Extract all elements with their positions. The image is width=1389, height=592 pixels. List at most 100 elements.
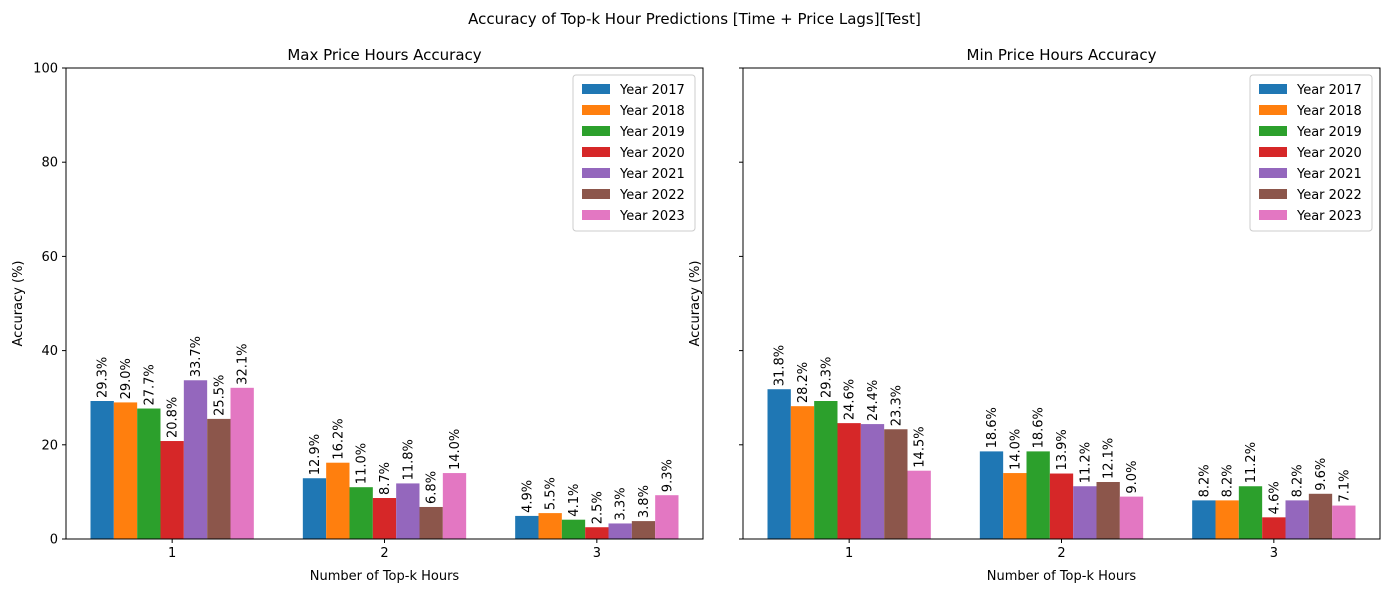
y-tick-label: 100: [33, 62, 58, 77]
bar-value-label: 8.2%: [1221, 464, 1236, 497]
legend-entry: Year 2020: [1296, 146, 1362, 161]
x-tick-label: 1: [845, 546, 853, 561]
bar: [1003, 473, 1027, 539]
bar: [515, 515, 539, 539]
bar-value-label: 24.6%: [843, 379, 858, 420]
y-tick-label: 80: [41, 156, 58, 171]
bar: [1238, 486, 1263, 539]
bar: [1026, 451, 1050, 539]
legend-swatch: [1259, 105, 1287, 115]
legend-swatch: [582, 105, 610, 115]
legend-swatch: [582, 147, 610, 157]
legend-entry: Year 2017: [1296, 83, 1362, 98]
bar-value-label: 14.0%: [448, 429, 463, 470]
bar: [1119, 496, 1144, 539]
bar: [1308, 493, 1333, 539]
bar: [113, 402, 138, 539]
legend-swatch: [582, 84, 610, 94]
bar: [1073, 486, 1097, 539]
bar: [631, 521, 656, 539]
legend-entry: Year 2022: [1296, 188, 1362, 203]
bar: [884, 429, 908, 539]
legend-entry: Year 2020: [619, 146, 685, 161]
bar-value-label: 11.2%: [1244, 442, 1259, 483]
legend-swatch: [582, 126, 610, 136]
bar-value-label: 3.8%: [637, 485, 652, 518]
x-axis-label: Number of Top-k Hours: [987, 569, 1137, 584]
bar-value-label: 11.2%: [1078, 442, 1093, 483]
bar-value-label: 11.0%: [355, 443, 370, 484]
x-tick-label: 2: [380, 546, 388, 561]
bar: [1215, 500, 1239, 539]
bar: [349, 487, 373, 539]
bar: [1285, 500, 1309, 539]
bar-value-label: 8.7%: [378, 462, 393, 495]
bar: [442, 473, 467, 539]
bar: [137, 408, 161, 539]
bar: [1096, 482, 1120, 539]
bar-value-label: 6.8%: [425, 471, 440, 504]
bar: [1049, 473, 1074, 539]
y-axis-label: Accuracy (%): [688, 261, 703, 347]
bar: [160, 441, 184, 539]
bar-value-label: 29.3%: [819, 357, 834, 398]
x-axis-label: Number of Top-k Hours: [310, 569, 460, 584]
chart-panel-2: Min Price Hours Accuracy31.8%18.6%8.2%28…: [688, 46, 1381, 584]
bar-value-label: 8.2%: [1197, 464, 1212, 497]
bar: [90, 401, 114, 539]
bar-value-label: 4.9%: [520, 480, 535, 513]
legend-entry: Year 2021: [619, 167, 685, 182]
bar-value-label: 32.1%: [236, 343, 251, 384]
legend-entry: Year 2022: [619, 188, 685, 203]
legend-swatch: [1259, 168, 1287, 178]
bar-value-label: 29.0%: [119, 358, 134, 399]
bar: [230, 387, 254, 539]
bar: [790, 406, 815, 539]
bar-value-label: 33.7%: [189, 336, 204, 377]
bar: [608, 523, 632, 539]
bar: [860, 424, 885, 539]
bar: [302, 478, 327, 539]
bar-value-label: 28.2%: [796, 362, 811, 403]
bar-value-label: 8.2%: [1291, 464, 1306, 497]
x-tick-label: 3: [593, 546, 601, 561]
y-tick-label: 40: [41, 344, 58, 359]
bar-value-label: 29.3%: [96, 357, 111, 398]
bar: [372, 498, 397, 539]
bar-value-label: 25.5%: [212, 375, 227, 416]
bar-value-label: 12.1%: [1102, 438, 1117, 479]
bar: [1332, 505, 1356, 539]
bar: [814, 401, 838, 539]
bar-value-label: 2.5%: [590, 491, 605, 524]
bar-value-label: 3.3%: [614, 487, 629, 520]
legend-entry: Year 2018: [619, 104, 685, 119]
legend-entry: Year 2019: [1296, 125, 1362, 140]
bar-value-label: 18.6%: [985, 407, 1000, 448]
y-tick-label: 60: [41, 250, 58, 265]
legend-swatch: [582, 168, 610, 178]
bar: [1262, 517, 1286, 539]
legend-entry: Year 2017: [619, 83, 685, 98]
bar-value-label: 12.9%: [308, 434, 323, 475]
bar-value-label: 18.6%: [1032, 407, 1047, 448]
bar: [561, 519, 586, 539]
bar-value-label: 14.0%: [1008, 429, 1023, 470]
y-axis-label: Accuracy (%): [11, 261, 26, 347]
bar-value-label: 4.6%: [1267, 481, 1282, 514]
chart-panel-1: Max Price Hours Accuracy29.3%12.9%4.9%29…: [11, 46, 704, 584]
legend-entry: Year 2023: [619, 209, 685, 224]
legend-entry: Year 2018: [1296, 104, 1362, 119]
bar-value-label: 31.8%: [773, 345, 788, 386]
legend-entry: Year 2021: [1296, 167, 1362, 182]
y-tick-label: 20: [41, 438, 58, 453]
bar-value-label: 23.3%: [889, 385, 904, 426]
bar-value-label: 5.5%: [544, 477, 559, 510]
bar-value-label: 9.6%: [1314, 458, 1329, 491]
x-tick-label: 1: [168, 546, 176, 561]
bar-value-label: 9.0%: [1125, 461, 1140, 494]
legend-swatch: [1259, 84, 1287, 94]
legend: Year 2017 Year 2018 Year 2019 Year 2020 Year…: [1249, 74, 1373, 232]
bar: [837, 423, 861, 539]
bar-value-label: 20.8%: [166, 397, 181, 438]
